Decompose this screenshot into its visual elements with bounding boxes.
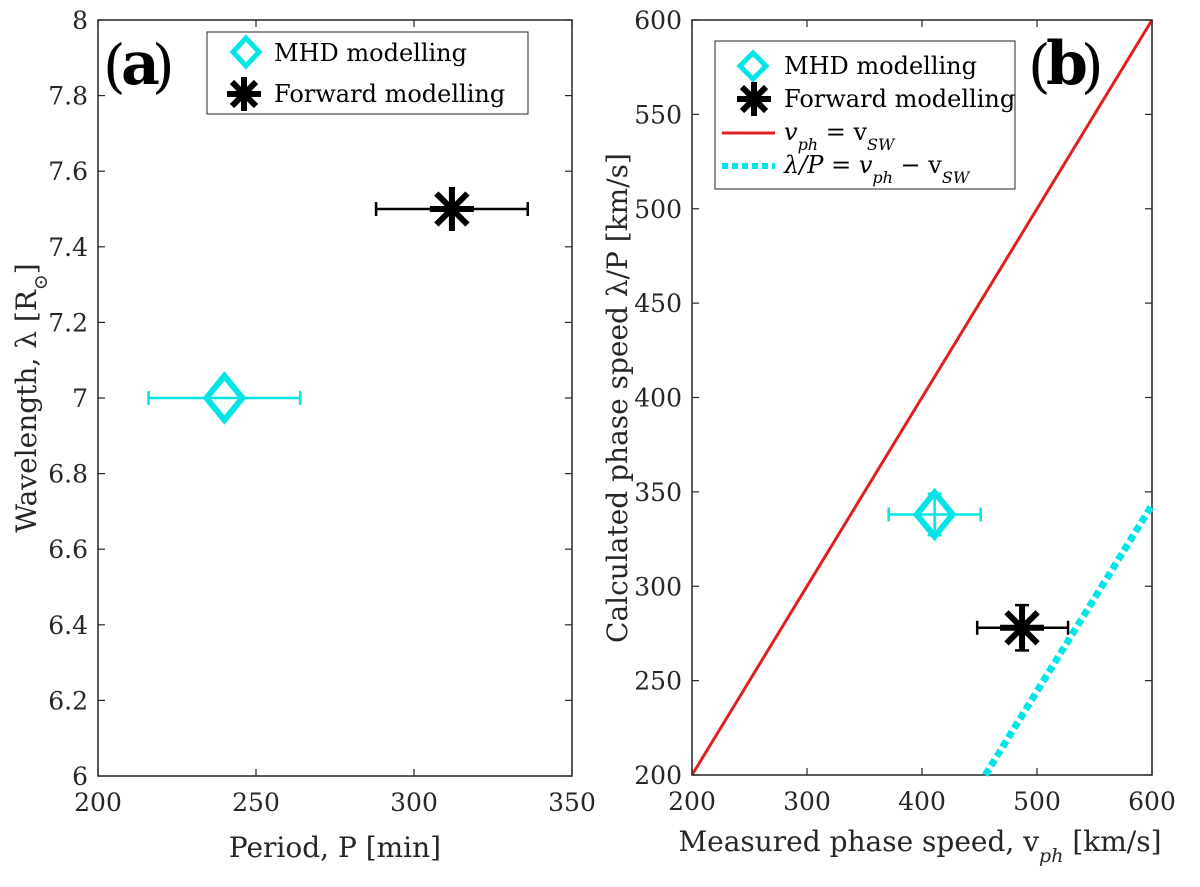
panel-b-legend-l2-b-sub: SW <box>942 168 971 187</box>
panel-a-ticks: 200 250 300 350 6 6.2 6.4 6.6 6.8 7 7.2 7.4 7.6 7.8 8 <box>48 6 596 817</box>
panel-a-y-tick-label: 6 <box>72 762 88 791</box>
panel-a-x-tick-label: 350 <box>548 788 596 817</box>
panel-b-legend-l2-a: λ/P = v <box>783 151 873 179</box>
panel-a-x-tick-label: 250 <box>232 788 280 817</box>
panel-a-letter: ( a ) <box>103 29 175 100</box>
panel-b-legend-l1-eq: = v <box>818 118 867 146</box>
panel-a-y-tick-label: 8 <box>72 6 88 35</box>
panel-a-y-tick-label: 6.8 <box>48 460 88 489</box>
panel-b-y-tick-label: 300 <box>634 572 682 601</box>
panel-b-x-tick-label: 400 <box>898 787 946 816</box>
panel-b-legend-vph-eq-vsw: vph = vSW <box>784 118 896 154</box>
panel-a-y-tick-label: 6.4 <box>48 611 88 640</box>
panel-b-x-tick-label: 300 <box>783 787 831 816</box>
panel-b-point-0 <box>887 487 982 542</box>
panel-a-legend-star-glyph <box>227 77 261 111</box>
panel-a-y-axis-label: Wavelength, λ [R⊙] <box>10 263 52 533</box>
panel-b-y-tick-label: 400 <box>634 384 682 413</box>
panel-a-legend-star-icon <box>227 77 261 111</box>
panel-a-open-paren: ( <box>103 32 126 100</box>
panel-b-close-paren: ) <box>1081 32 1104 100</box>
panel-b-y-tick-label: 200 <box>634 761 682 790</box>
panel-b: 200 300 400 500 600 200 250 300 350 400 450 500 550 6… <box>601 6 1176 867</box>
panel-b-y-tick-label: 350 <box>634 478 682 507</box>
panel-b-x-axis-label-main: Measured phase speed, v <box>678 825 1039 858</box>
panel-a-legend-box <box>206 31 529 115</box>
panel-b-diamond-marker <box>912 487 957 542</box>
panel-b-x-tick-label: 600 <box>1128 787 1176 816</box>
panel-a-y-axis-label-close: ] <box>10 263 43 274</box>
panel-b-legend-forward: Forward modelling <box>784 85 1015 113</box>
panel-b-legend-star-glyph <box>737 82 771 116</box>
panel-a-legend-forward: Forward modelling <box>274 80 505 108</box>
panel-b-label: b <box>1046 29 1088 99</box>
panel-a-point-0 <box>147 371 302 425</box>
panel-a-y-tick-label: 7.4 <box>48 233 88 262</box>
panel-a-x-tick-label: 200 <box>74 788 122 817</box>
panel-a-x-tick-label: 300 <box>390 788 438 817</box>
panel-b-line-0 <box>690 19 1154 776</box>
panel-b-legend-l1-a: v <box>784 118 798 146</box>
panel-b-x-tick-label: 500 <box>1013 787 1061 816</box>
panel-b-x-tick-label: 200 <box>668 787 716 816</box>
panel-a-point-1 <box>374 187 530 231</box>
panel-b-legend-l2-a-sub: ph <box>872 168 893 187</box>
panel-a-legend: MHD modelling Forward modelling <box>206 31 529 115</box>
panel-b-ticks: 200 300 400 500 600 200 250 300 350 400 450 500 550 6… <box>634 6 1176 816</box>
panel-a-diamond-marker <box>202 371 247 425</box>
panel-b-point-1 <box>975 603 1070 652</box>
panel-b-marks <box>887 487 1070 652</box>
panel-b-letter: ( b ) <box>1028 29 1104 100</box>
panel-b-legend-diamond-icon <box>736 49 770 83</box>
panel-a-y-tick-label: 6.2 <box>48 686 88 715</box>
panel-b-y-axis-label: Calculated phase speed λ/P [km/s] <box>601 153 634 643</box>
panel-b-y-tick-label: 500 <box>634 195 682 224</box>
panel-b-legend-lambda-eq: λ/P = vph − vSW <box>783 151 971 187</box>
panel-a-close-paren: ) <box>152 32 175 100</box>
panel-a-legend-diamond-icon <box>229 34 263 70</box>
panel-b-x-axis-label-close: [km/s] <box>1063 825 1161 858</box>
panel-b-legend: MHD modelling Forward modelling vph = vS… <box>714 40 1016 190</box>
panel-b-legend-l1-a-sub: ph <box>798 135 819 154</box>
panel-a-y-tick-label: 6.6 <box>48 535 88 564</box>
panel-b-y-tick-label: 550 <box>634 100 682 129</box>
panel-a: 200 250 300 35066.26.46.66.877.27.47.67.88 … <box>10 6 596 864</box>
panel-b-x-axis-label: Measured phase speed, vph [km/s] <box>678 825 1161 867</box>
panel-a-label: a <box>121 29 160 99</box>
panel-b-legend-star-icon <box>737 82 771 116</box>
panel-b-y-tick-label: 450 <box>634 289 682 318</box>
panel-a-y-axis-label-main: Wavelength, λ [R <box>10 289 43 533</box>
panel-b-star-marker <box>1000 605 1045 650</box>
panel-a-x-axis-label: Period, P [min] <box>229 831 441 864</box>
panel-a-legend-mhd: MHD modelling <box>274 39 467 67</box>
panel-a-marks <box>147 187 530 425</box>
panel-b-line-1 <box>982 503 1155 777</box>
panel-b-x-axis-label-sub: ph <box>1039 845 1063 867</box>
panel-a-y-tick-label: 7.2 <box>48 308 88 337</box>
panel-a-star-marker <box>429 187 474 231</box>
panel-b-legend-l1-b-sub: SW <box>867 135 896 154</box>
panel-b-y-tick-label: 250 <box>634 667 682 696</box>
panel-b-legend-l2-mid: − v <box>893 151 942 179</box>
panel-b-lines <box>690 19 1155 777</box>
panel-b-legend-mhd: MHD modelling <box>784 52 977 80</box>
panel-a-y-tick-label: 7.8 <box>48 82 88 111</box>
panel-b-open-paren: ( <box>1028 32 1051 100</box>
panel-a-y-tick-label: 7.6 <box>48 157 88 186</box>
panel-a-y-tick-label: 7 <box>72 384 88 413</box>
panel-b-y-tick-label: 600 <box>634 6 682 35</box>
panel-a-y-axis-label-sub: ⊙ <box>30 274 52 290</box>
